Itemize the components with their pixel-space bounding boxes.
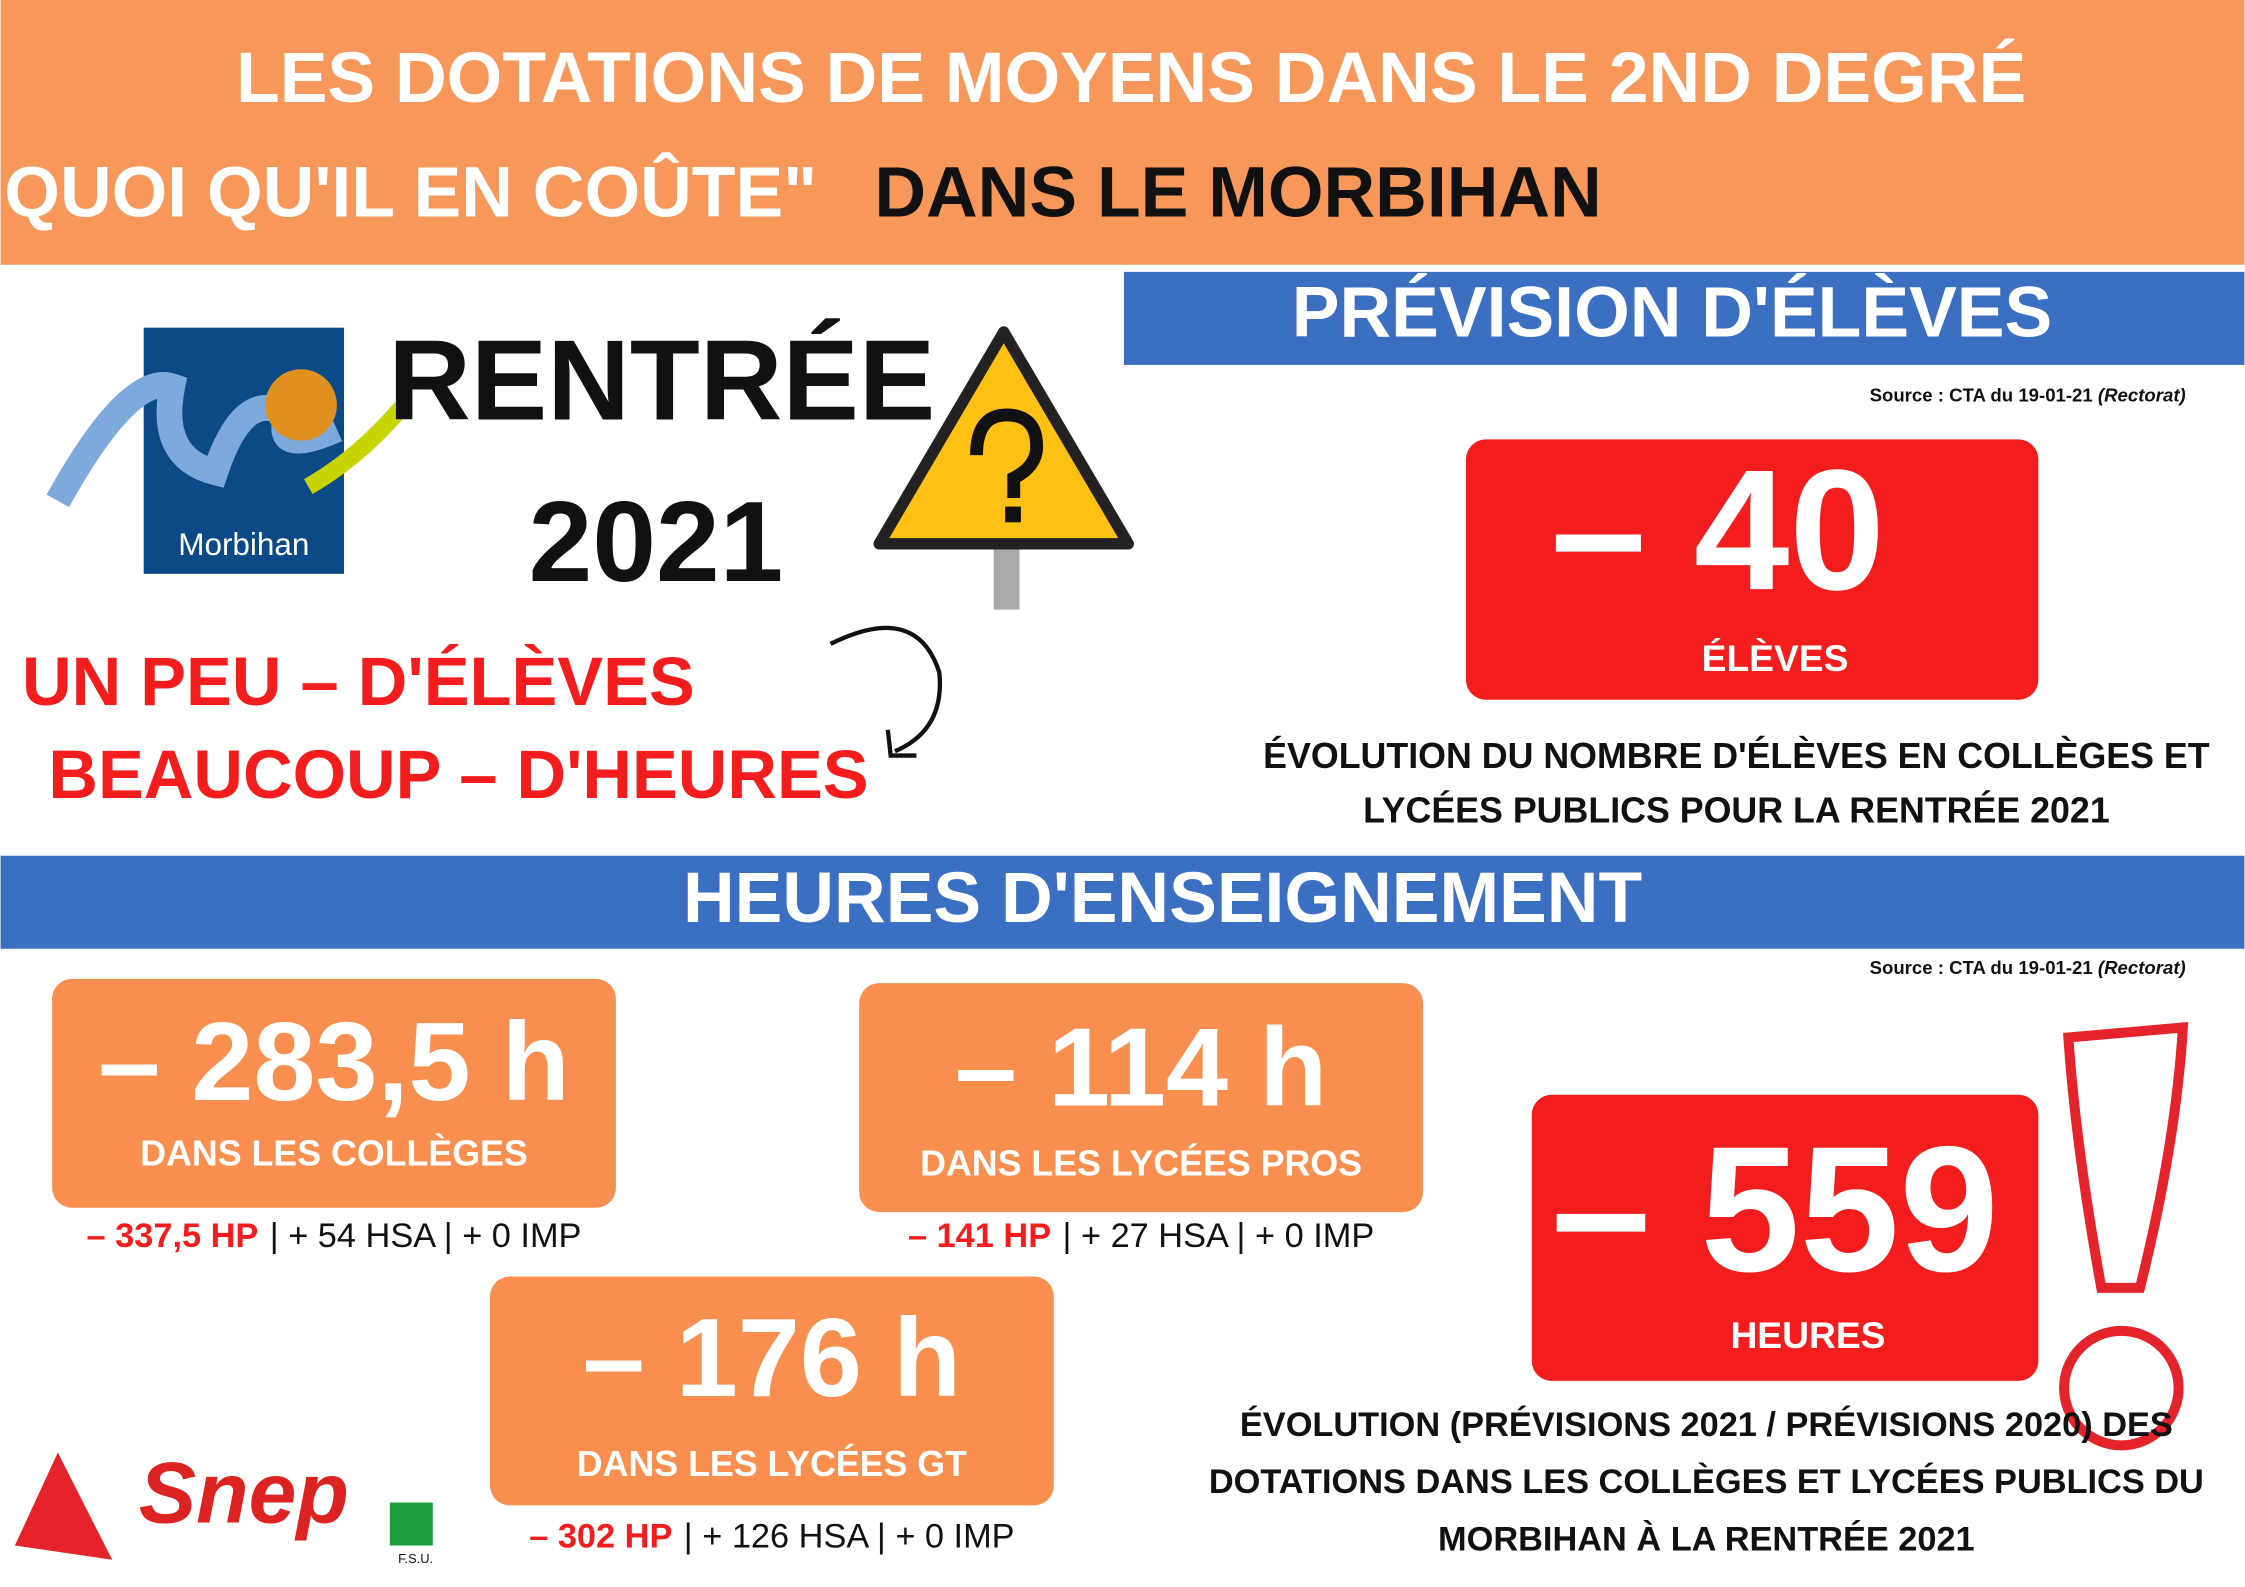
rentree-title: RENTRÉE [388,316,935,444]
rentree-year: 2021 [529,478,784,606]
hours-label: DANS LES LYCÉES PROS [920,1144,1362,1184]
figure-unit: ÉLÈVES [1702,637,1849,679]
rest: | + 27 HSA | + 0 IMP [1063,1217,1375,1255]
hours-label: DANS LES COLLÈGES [140,1134,528,1174]
figure-unit: HEURES [1730,1314,1885,1356]
question-mark [970,408,1044,498]
caption: ÉVOLUTION (PRÉVISIONS 2021 / PRÉVISIONS … [1240,1404,2173,1444]
hours-box [52,978,616,1208]
figure: – 559 [1551,1109,1999,1309]
section-heading: HEURES D'ENSEIGNEMENT [683,858,1642,938]
header-line: LE "QUOI QU'IL EN COÛTE"DANS LE MORBIHAN [0,151,1602,232]
figure-box [1531,1094,2039,1381]
exclamation [2063,1021,2189,1293]
logo-text: Morbihan [178,527,309,562]
warning-sign [873,326,1134,550]
hours-detail: – 302 HP | + 126 HSA | + 0 IMP [529,1517,1014,1555]
caption: LYCÉES PUBLICS POUR LA RENTRÉE 2021 [1363,790,2110,830]
header-line: LES DOTATIONS DE MOYENS DANS LE 2ND DEGR… [236,38,2026,118]
fsu-logo [389,1502,433,1546]
tagline: BEAUCOUP – D'HEURES [48,736,868,813]
snep-text: Snep [139,1445,349,1541]
hours-detail: – 141 HP | + 27 HSA | + 0 IMP [908,1217,1374,1255]
hp: – 141 HP [908,1217,1051,1255]
question-dot [1005,506,1021,523]
rest: | + 126 HSA | + 0 IMP [684,1517,1015,1555]
hours-figure: – 114 h [955,1005,1327,1130]
figure-box [1465,439,2039,700]
hp: – 302 HP [529,1517,672,1555]
hp: – 337,5 HP [87,1217,259,1255]
fsu-text: F.S.U. [398,1551,433,1566]
source: Source : CTA du 19-01-21 (Rectorat) [1870,384,2186,405]
rest: | + 54 HSA | + 0 IMP [270,1217,582,1255]
section-bar [1123,271,2245,365]
exclamation-dot [2059,1325,2184,1451]
header-band [0,0,2245,265]
caption: ÉVOLUTION DU NOMBRE D'ÉLÈVES EN COLLÈGES… [1263,736,2210,776]
logo-stroke [303,402,408,495]
arrow-head [885,729,917,758]
figure: – 40 [1551,435,1885,626]
section-heading: PRÉVISION D'ÉLÈVES [1292,273,2052,353]
snep-logo [14,1452,113,1560]
hours-label: DANS LES LYCÉES GT [577,1444,967,1484]
source: Source : CTA du 19-01-21 (Rectorat) [1870,957,2186,978]
hours-box [489,1276,1054,1506]
section-bar [0,855,2245,949]
hours-figure: – 176 h [583,1295,961,1420]
caption: MORBIHAN À LA RENTRÉE 2021 [1438,1518,1975,1558]
hours-detail: – 337,5 HP | + 54 HSA | + 0 IMP [87,1217,582,1255]
caption: DOTATIONS DANS LES COLLÈGES ET LYCÉES PU… [1209,1461,2204,1501]
arrow [829,625,943,754]
hours-box [859,983,1424,1213]
tagline: UN PEU – D'ÉLÈVES [22,643,695,720]
hours-figure: – 283,5 h [98,999,570,1124]
logo-sun [265,369,337,441]
